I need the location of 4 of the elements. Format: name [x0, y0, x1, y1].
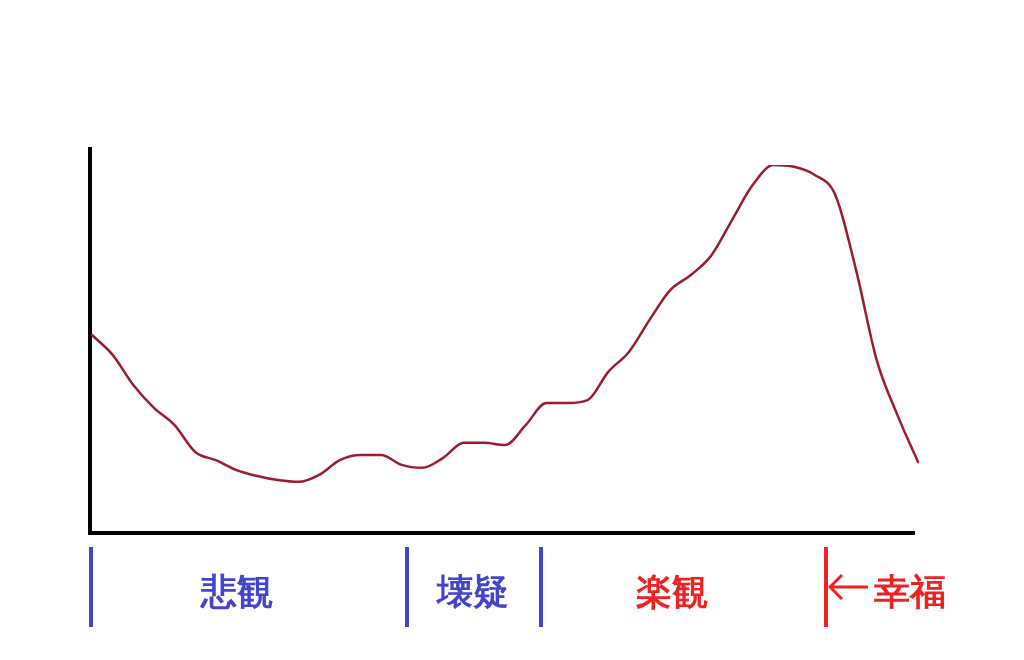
text: 悲観	[201, 570, 273, 614]
text: 楽観	[636, 570, 708, 614]
text: 壊疑	[437, 570, 509, 614]
text: 幸福	[874, 570, 946, 614]
